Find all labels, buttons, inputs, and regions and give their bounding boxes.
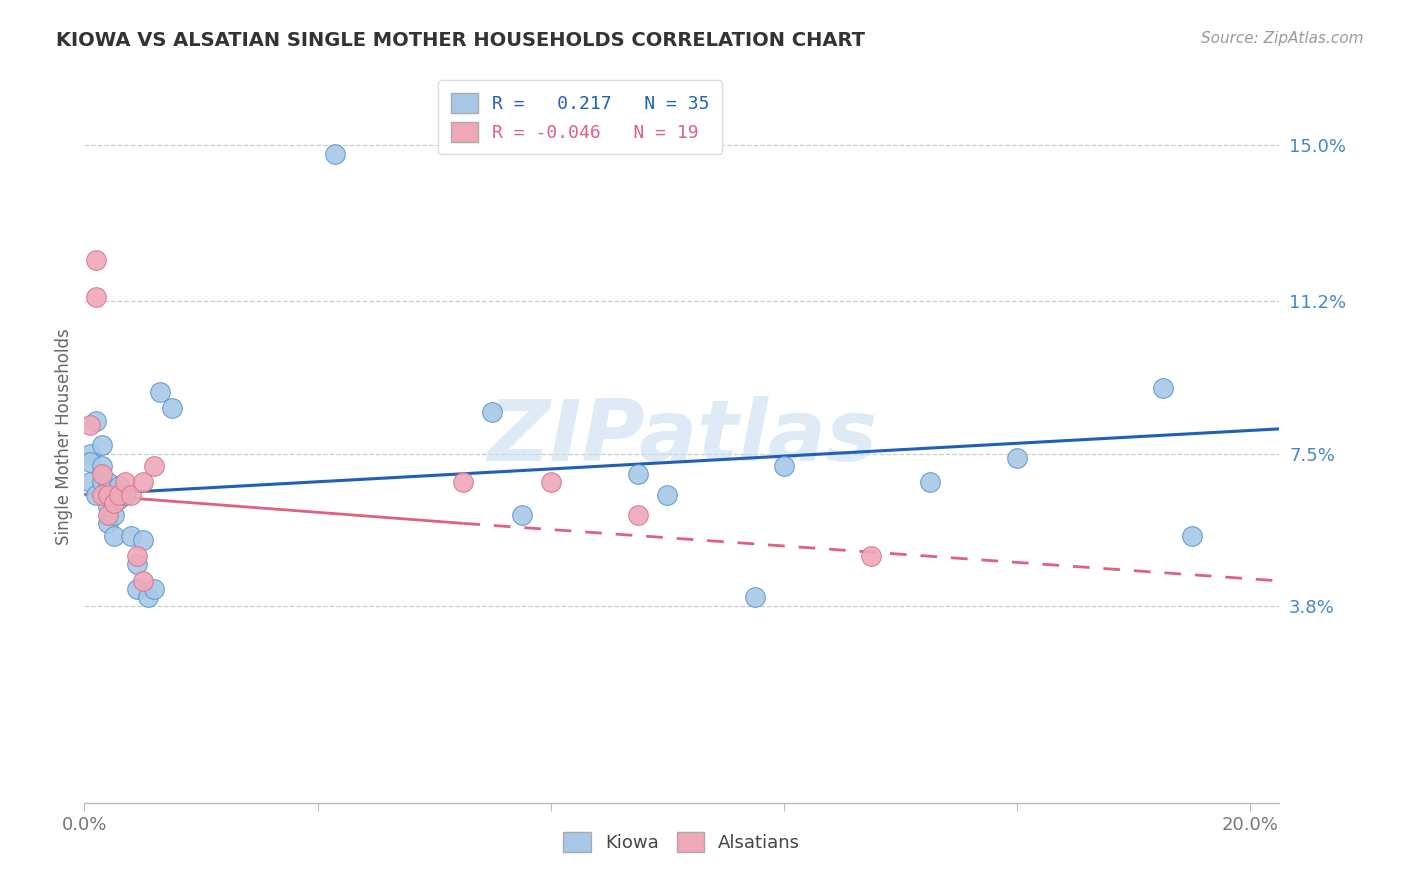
- Point: [1152, 381, 1174, 395]
- Point: [323, 146, 346, 161]
- Point: [143, 582, 166, 596]
- Text: KIOWA VS ALSATIAN SINGLE MOTHER HOUSEHOLDS CORRELATION CHART: KIOWA VS ALSATIAN SINGLE MOTHER HOUSEHOL…: [56, 31, 865, 50]
- Legend: Kiowa, Alsatians: Kiowa, Alsatians: [557, 825, 807, 860]
- Point: [657, 487, 679, 501]
- Point: [773, 458, 796, 473]
- Point: [125, 582, 148, 596]
- Point: [149, 384, 172, 399]
- Point: [744, 591, 766, 605]
- Point: [627, 508, 650, 523]
- Point: [860, 549, 883, 564]
- Point: [143, 458, 166, 473]
- Point: [103, 496, 125, 510]
- Point: [540, 475, 562, 490]
- Point: [90, 475, 112, 490]
- Point: [160, 401, 183, 416]
- Point: [79, 446, 101, 460]
- Point: [627, 467, 650, 481]
- Point: [481, 405, 503, 419]
- Point: [120, 487, 142, 501]
- Point: [90, 458, 112, 473]
- Point: [97, 508, 120, 523]
- Point: [510, 508, 533, 523]
- Point: [79, 455, 101, 469]
- Point: [1181, 529, 1204, 543]
- Point: [90, 487, 112, 501]
- Point: [131, 533, 153, 547]
- Point: [1005, 450, 1028, 465]
- Point: [84, 290, 107, 304]
- Point: [125, 558, 148, 572]
- Point: [131, 574, 153, 588]
- Point: [84, 414, 107, 428]
- Text: Source: ZipAtlas.com: Source: ZipAtlas.com: [1201, 31, 1364, 46]
- Point: [131, 475, 153, 490]
- Point: [125, 549, 148, 564]
- Text: ZIPatlas: ZIPatlas: [486, 395, 877, 479]
- Point: [90, 438, 112, 452]
- Point: [108, 479, 131, 493]
- Point: [918, 475, 941, 490]
- Point: [90, 467, 112, 481]
- Point: [103, 508, 125, 523]
- Point: [108, 491, 131, 506]
- Y-axis label: Single Mother Households: Single Mother Households: [55, 329, 73, 545]
- Point: [108, 487, 131, 501]
- Point: [79, 475, 101, 490]
- Point: [97, 516, 120, 531]
- Point: [97, 487, 120, 501]
- Point: [97, 500, 120, 514]
- Point: [138, 591, 160, 605]
- Point: [79, 417, 101, 432]
- Point: [84, 253, 107, 268]
- Point: [103, 529, 125, 543]
- Point: [97, 475, 120, 490]
- Point: [114, 487, 136, 501]
- Point: [120, 529, 142, 543]
- Point: [114, 475, 136, 490]
- Point: [84, 487, 107, 501]
- Point: [453, 475, 475, 490]
